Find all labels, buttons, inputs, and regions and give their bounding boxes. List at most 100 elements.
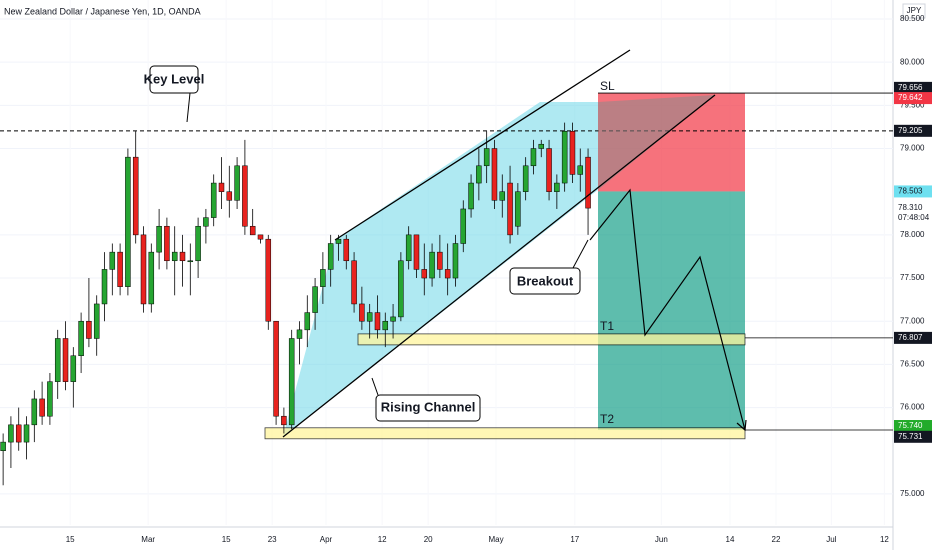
candle-body — [93, 303, 100, 339]
candle-body — [460, 208, 467, 244]
price-tag — [894, 92, 932, 105]
candle-body — [398, 260, 404, 318]
candle-body — [296, 329, 303, 339]
y-tick-label: 77.500 — [900, 273, 925, 282]
price-tag — [894, 420, 932, 433]
candle-body — [70, 355, 77, 382]
x-tick-label: Apr — [320, 535, 333, 544]
candle-body — [132, 156, 139, 236]
candle-body — [561, 131, 568, 184]
breakout-label: Breakout — [517, 273, 574, 288]
candle-body — [585, 156, 591, 209]
candle-body — [421, 269, 428, 279]
chart-title: New Zealand Dollar / Japanese Yen, 1D, O… — [4, 6, 201, 16]
price-tag — [894, 185, 932, 198]
y-tick-label: 75.000 — [900, 489, 925, 498]
candle-body — [468, 182, 474, 210]
y-tick-label: 80.500 — [900, 14, 925, 23]
callout-pointer — [371, 377, 379, 396]
target-zone — [598, 191, 745, 431]
candle-body — [351, 260, 357, 305]
candle-body — [62, 338, 69, 382]
x-tick-label: Mar — [141, 535, 155, 544]
candle-body — [569, 131, 576, 175]
candle-body — [78, 320, 84, 357]
y-tick-label: 79.500 — [900, 100, 925, 109]
price-tag — [894, 202, 932, 215]
channel-top — [334, 49, 631, 241]
candle-body — [382, 320, 389, 331]
candle-body — [0, 441, 6, 451]
candle-body — [257, 234, 264, 240]
candle-body — [577, 165, 584, 175]
x-tick-label: 12 — [378, 535, 387, 544]
candle-body — [164, 225, 170, 262]
price-tag-label: 79.642 — [898, 93, 923, 102]
candle-body — [47, 381, 53, 417]
x-tick-label: 12 — [880, 535, 889, 544]
candle-body — [117, 251, 123, 287]
y-tick-label: 76.000 — [900, 403, 925, 412]
price-tag-label: 78.503 — [898, 187, 923, 196]
candle-body — [54, 338, 61, 382]
candle-body — [429, 251, 435, 279]
target1-box — [357, 333, 746, 346]
candle-body — [320, 269, 326, 287]
candle-body — [304, 312, 311, 331]
candle-body — [179, 251, 186, 262]
candle-body — [249, 225, 256, 236]
candle-body — [203, 217, 209, 227]
candle-body — [273, 320, 279, 417]
candle-body — [195, 225, 201, 262]
breakout-box — [509, 267, 581, 295]
candle-body — [140, 234, 147, 305]
candle-body — [15, 424, 22, 443]
candle-body — [554, 182, 560, 192]
sl-label: SL — [600, 79, 615, 93]
currency-box — [902, 3, 926, 19]
x-tick-label: 15 — [66, 535, 75, 544]
callout-pointer — [572, 239, 589, 269]
candle-body — [499, 191, 506, 201]
price-tag-label: 75.731 — [898, 432, 923, 441]
x-tick-label: 17 — [570, 535, 579, 544]
candle-body — [187, 260, 194, 263]
y-tick-label: 79.000 — [900, 144, 925, 153]
candle-body — [312, 286, 318, 313]
candle-body — [125, 156, 131, 287]
x-tick-label: 15 — [222, 535, 231, 544]
candle-body — [476, 165, 482, 184]
candle-body — [242, 165, 248, 227]
callout-pointer — [186, 92, 191, 123]
candle-body — [335, 238, 342, 244]
candle-body — [31, 398, 38, 426]
candle-body — [210, 182, 217, 218]
candle-body — [226, 191, 233, 201]
candle-body — [515, 191, 521, 227]
candle-body — [171, 251, 178, 262]
arrow-head — [736, 419, 747, 432]
y-tick-label: 76.500 — [900, 360, 925, 369]
candle-body — [374, 312, 381, 331]
t2-label: T2 — [600, 412, 614, 426]
x-tick-label: 20 — [424, 535, 433, 544]
candle-body — [405, 234, 412, 262]
t1-label: T1 — [600, 319, 614, 333]
price-tag-label: 79.656 — [898, 83, 923, 92]
key-level-box — [149, 65, 199, 94]
candle-body — [156, 225, 162, 253]
price-tag — [894, 124, 932, 137]
candle-body — [522, 165, 529, 192]
x-tick-label: May — [488, 535, 503, 544]
x-tick-label: Jun — [655, 535, 668, 544]
price-tag — [894, 430, 932, 443]
candle-body — [109, 251, 116, 270]
support-box — [264, 427, 746, 440]
y-tick-label: 78.000 — [900, 230, 925, 239]
price-tag-label: 78.310 — [898, 203, 923, 212]
candle-body — [218, 182, 225, 192]
y-tick-label: 77.000 — [900, 316, 925, 325]
countdown-label: 07:48:04 — [898, 213, 930, 222]
candle-body — [8, 424, 14, 443]
